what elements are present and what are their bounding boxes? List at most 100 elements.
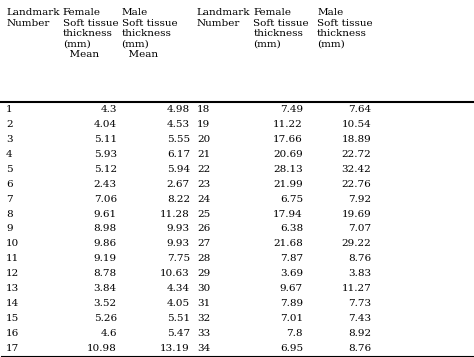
Text: 11.27: 11.27 — [342, 284, 371, 293]
Text: 3: 3 — [6, 135, 13, 144]
Text: 4.34: 4.34 — [167, 284, 190, 293]
Text: 6.75: 6.75 — [280, 195, 303, 204]
Text: 7.92: 7.92 — [348, 195, 371, 204]
Text: 31: 31 — [197, 299, 210, 308]
Text: 17.66: 17.66 — [273, 135, 303, 144]
Text: 13: 13 — [6, 284, 19, 293]
Text: 4.3: 4.3 — [100, 105, 117, 114]
Text: 9.67: 9.67 — [280, 284, 303, 293]
Text: Male
Soft tissue
thickness
(mm)
  Mean: Male Soft tissue thickness (mm) Mean — [121, 9, 177, 59]
Text: 3.83: 3.83 — [348, 269, 371, 278]
Text: 7.64: 7.64 — [348, 105, 371, 114]
Text: 11: 11 — [6, 254, 19, 263]
Text: 20: 20 — [197, 135, 210, 144]
Text: 2: 2 — [6, 120, 13, 129]
Text: 7.8: 7.8 — [286, 329, 303, 338]
Text: 10.63: 10.63 — [160, 269, 190, 278]
Text: 7.75: 7.75 — [167, 254, 190, 263]
Text: 11.28: 11.28 — [160, 210, 190, 218]
Text: 8.98: 8.98 — [94, 225, 117, 233]
Text: Landmark
Number: Landmark Number — [197, 9, 250, 28]
Text: 7.89: 7.89 — [280, 299, 303, 308]
Text: 4.05: 4.05 — [167, 299, 190, 308]
Text: 7.01: 7.01 — [280, 314, 303, 323]
Text: 7.87: 7.87 — [280, 254, 303, 263]
Text: 5.94: 5.94 — [167, 165, 190, 174]
Text: 8.76: 8.76 — [348, 254, 371, 263]
Text: 2.67: 2.67 — [167, 180, 190, 189]
Text: 7.43: 7.43 — [348, 314, 371, 323]
Text: 17: 17 — [6, 344, 19, 353]
Text: 5.47: 5.47 — [167, 329, 190, 338]
Text: 22.76: 22.76 — [342, 180, 371, 189]
Text: 10: 10 — [6, 240, 19, 248]
Text: 7.07: 7.07 — [348, 225, 371, 233]
Text: 8.92: 8.92 — [348, 329, 371, 338]
Text: 32.42: 32.42 — [342, 165, 371, 174]
Text: 16: 16 — [6, 329, 19, 338]
Text: 5: 5 — [6, 165, 13, 174]
Text: 5.11: 5.11 — [94, 135, 117, 144]
Text: 4.53: 4.53 — [167, 120, 190, 129]
Text: 9: 9 — [6, 225, 13, 233]
Text: 28.13: 28.13 — [273, 165, 303, 174]
Text: 7.73: 7.73 — [348, 299, 371, 308]
Text: 15: 15 — [6, 314, 19, 323]
Text: 20.69: 20.69 — [273, 150, 303, 159]
Text: 23: 23 — [197, 180, 210, 189]
Text: 7.49: 7.49 — [280, 105, 303, 114]
Text: 3.84: 3.84 — [94, 284, 117, 293]
Text: 4.98: 4.98 — [167, 105, 190, 114]
Text: 27: 27 — [197, 240, 210, 248]
Text: 29: 29 — [197, 269, 210, 278]
Text: 4.6: 4.6 — [100, 329, 117, 338]
Text: 3.69: 3.69 — [280, 269, 303, 278]
Text: 32: 32 — [197, 314, 210, 323]
Text: 13.19: 13.19 — [160, 344, 190, 353]
Text: 17.94: 17.94 — [273, 210, 303, 218]
Text: Landmark
Number: Landmark Number — [6, 9, 60, 28]
Text: 5.26: 5.26 — [94, 314, 117, 323]
Text: 22.72: 22.72 — [342, 150, 371, 159]
Text: 8.76: 8.76 — [348, 344, 371, 353]
Text: 9.93: 9.93 — [167, 225, 190, 233]
Text: 29.22: 29.22 — [342, 240, 371, 248]
Text: 21.99: 21.99 — [273, 180, 303, 189]
Text: 1: 1 — [6, 105, 13, 114]
Text: 6: 6 — [6, 180, 13, 189]
Text: 6.95: 6.95 — [280, 344, 303, 353]
Text: 6.17: 6.17 — [167, 150, 190, 159]
Text: 5.55: 5.55 — [167, 135, 190, 144]
Text: 25: 25 — [197, 210, 210, 218]
Text: 9.61: 9.61 — [94, 210, 117, 218]
Text: 8.78: 8.78 — [94, 269, 117, 278]
Text: 19.69: 19.69 — [342, 210, 371, 218]
Text: 5.12: 5.12 — [94, 165, 117, 174]
Text: 7.06: 7.06 — [94, 195, 117, 204]
Text: 9.86: 9.86 — [94, 240, 117, 248]
Text: 34: 34 — [197, 344, 210, 353]
Text: 11.22: 11.22 — [273, 120, 303, 129]
Text: 19: 19 — [197, 120, 210, 129]
Text: 9.93: 9.93 — [167, 240, 190, 248]
Text: 8: 8 — [6, 210, 13, 218]
Text: 4: 4 — [6, 150, 13, 159]
Text: 2.43: 2.43 — [94, 180, 117, 189]
Text: 7: 7 — [6, 195, 13, 204]
Text: 5.51: 5.51 — [167, 314, 190, 323]
Text: 6.38: 6.38 — [280, 225, 303, 233]
Text: Male
Soft tissue
thickness
(mm): Male Soft tissue thickness (mm) — [317, 9, 373, 49]
Text: 33: 33 — [197, 329, 210, 338]
Text: 5.93: 5.93 — [94, 150, 117, 159]
Text: 12: 12 — [6, 269, 19, 278]
Text: 10.54: 10.54 — [342, 120, 371, 129]
Text: Female
Soft tissue
thickness
(mm): Female Soft tissue thickness (mm) — [254, 9, 309, 49]
Text: 30: 30 — [197, 284, 210, 293]
Text: 14: 14 — [6, 299, 19, 308]
Text: 21.68: 21.68 — [273, 240, 303, 248]
Text: 26: 26 — [197, 225, 210, 233]
Text: 21: 21 — [197, 150, 210, 159]
Text: 8.22: 8.22 — [167, 195, 190, 204]
Text: Female
Soft tissue
thickness
(mm)
  Mean: Female Soft tissue thickness (mm) Mean — [63, 9, 118, 59]
Text: 22: 22 — [197, 165, 210, 174]
